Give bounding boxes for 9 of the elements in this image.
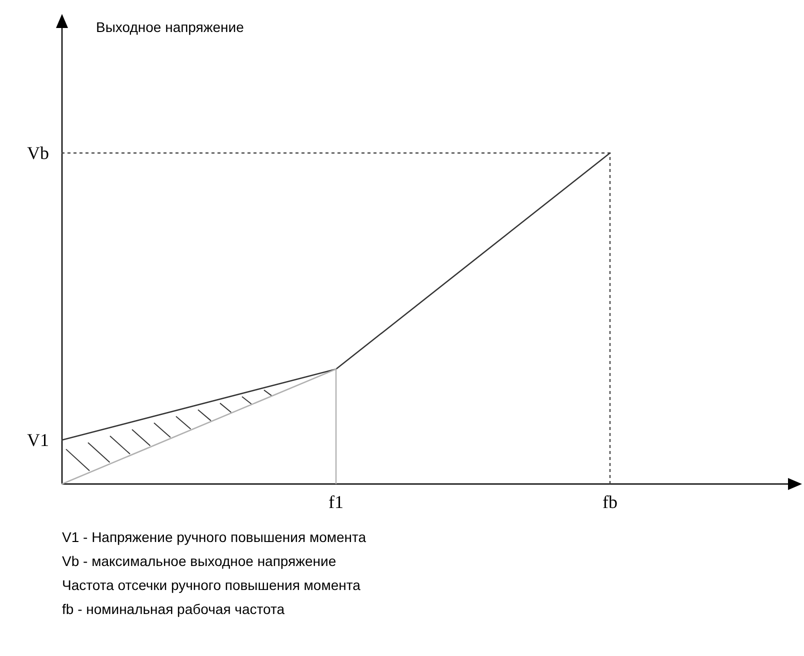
text: Vb - максимальное выходное напряжение — [62, 553, 336, 569]
text: Выходное напряжение — [96, 19, 244, 35]
text: Частота отсечки ручного повышения момента — [62, 577, 361, 593]
x-tick-label: f1 — [328, 492, 344, 512]
text: Vb — [27, 143, 49, 163]
text: V1 - Напряжение ручного повышения момента — [62, 529, 366, 545]
text: V1 — [27, 430, 49, 450]
x-tick-label: fb — [602, 492, 618, 512]
text: fb - номинальная рабочая частота — [62, 601, 285, 617]
